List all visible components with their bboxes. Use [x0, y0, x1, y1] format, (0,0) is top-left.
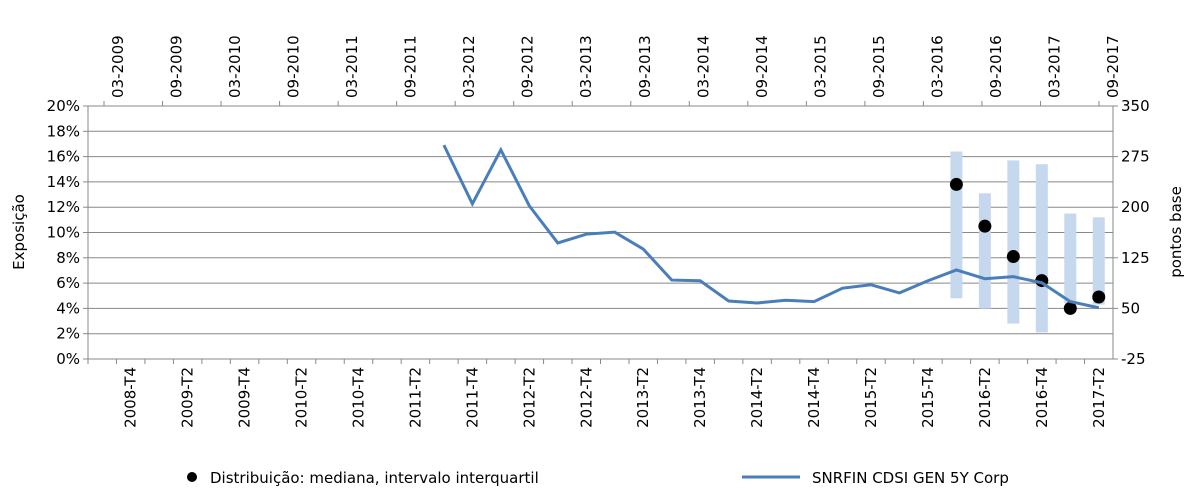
series-line — [442, 144, 1100, 310]
x-tick-label: 2012-T2 — [520, 367, 538, 428]
x-tick-label: 2009-T2 — [179, 367, 197, 428]
x-tick-label: 2011-T2 — [406, 367, 424, 428]
y2-tick-label: 275 — [1121, 148, 1150, 166]
y-tick-label: 20% — [47, 97, 80, 115]
y-tick-label: 8% — [56, 249, 80, 267]
x2-tick-label: 03-2011 — [343, 35, 361, 98]
x2-tick-label: 03-2010 — [226, 35, 244, 98]
interquartile-bar — [1064, 213, 1077, 304]
x-tick-label: 2013-T4 — [691, 367, 709, 428]
y-tick-label: 0% — [56, 350, 80, 368]
median-dot — [1006, 250, 1020, 264]
legend-label: SNRFIN CDSI GEN 5Y Corp — [812, 469, 1009, 487]
x2-tick-label: 03-2014 — [694, 35, 712, 98]
x-tick-label: 2013-T2 — [634, 367, 652, 428]
x-tick-label: 2015-T4 — [919, 367, 937, 428]
y2-tick-label: 350 — [1121, 97, 1150, 115]
y2-tick-label: -25 — [1121, 350, 1146, 368]
y-tick-label: 12% — [47, 198, 80, 216]
x2-tick-label: 09-2011 — [402, 35, 420, 98]
x2-tick-label: 09-2010 — [285, 35, 303, 98]
x-tick-label: 2015-T2 — [862, 367, 880, 428]
x-tick-label: 2008-T4 — [122, 367, 140, 428]
y-tick-label: 14% — [47, 173, 80, 191]
x2-tick-label: 09-2012 — [519, 35, 537, 98]
interquartile-bar — [950, 151, 963, 299]
x2-tick-label: 03-2009 — [109, 35, 127, 98]
median-dot — [1063, 301, 1077, 315]
y-tick-label: 6% — [56, 274, 80, 292]
x2-tick-label: 03-2015 — [811, 35, 829, 98]
x2-tick-label: 09-2017 — [1104, 35, 1122, 98]
x-tick-label: 2014-T4 — [805, 367, 823, 428]
x2-tick-label: 03-2017 — [1045, 35, 1063, 98]
x-tick-label: 2017-T2 — [1090, 367, 1108, 428]
legend-marker — [187, 472, 197, 482]
y2-tick-label: 125 — [1121, 249, 1150, 267]
y-tick-label: 10% — [47, 224, 80, 242]
x2-tick-label: 09-2016 — [987, 35, 1005, 98]
interquartile-bar — [1007, 160, 1020, 324]
y-tick-label: 2% — [56, 325, 80, 343]
x-tick-label: 2011-T4 — [463, 367, 481, 428]
y-tick-label: 4% — [56, 299, 80, 317]
x2-tick-label: 09-2014 — [753, 35, 771, 98]
y-tick-label: 16% — [47, 148, 80, 166]
x-tick-label: 2012-T4 — [577, 367, 595, 428]
x-tick-label: 2009-T4 — [236, 367, 254, 428]
x2-tick-label: 09-2009 — [168, 35, 186, 98]
x-tick-label: 2010-T4 — [349, 367, 367, 428]
median-dot — [978, 219, 992, 233]
x-tick-label: 2014-T2 — [748, 367, 766, 428]
y-axis-label: Exposição — [10, 194, 28, 270]
x-tick-label: 2010-T2 — [293, 367, 311, 428]
median-dot — [949, 177, 963, 191]
x-tick-label: 2016-T2 — [976, 367, 994, 428]
x-tick-label: 2016-T4 — [1033, 367, 1051, 428]
x2-tick-label: 03-2013 — [577, 35, 595, 98]
y2-tick-label: 200 — [1121, 198, 1150, 216]
y2-tick-label: 50 — [1121, 299, 1140, 317]
median-dot — [1092, 290, 1106, 304]
x2-tick-label: 09-2013 — [636, 35, 654, 98]
x2-tick-label: 03-2016 — [928, 35, 946, 98]
interquartile-bar — [1092, 217, 1105, 305]
y2-axis-label: pontos base — [1167, 186, 1185, 278]
x2-tick-label: 09-2015 — [870, 35, 888, 98]
legend-label: Distribuição: mediana, intervalo interqu… — [210, 469, 539, 487]
y-tick-label: 18% — [47, 122, 80, 140]
interquartile-bar — [1035, 164, 1048, 333]
interquartile-bar — [978, 193, 991, 309]
x2-tick-label: 03-2012 — [460, 35, 478, 98]
